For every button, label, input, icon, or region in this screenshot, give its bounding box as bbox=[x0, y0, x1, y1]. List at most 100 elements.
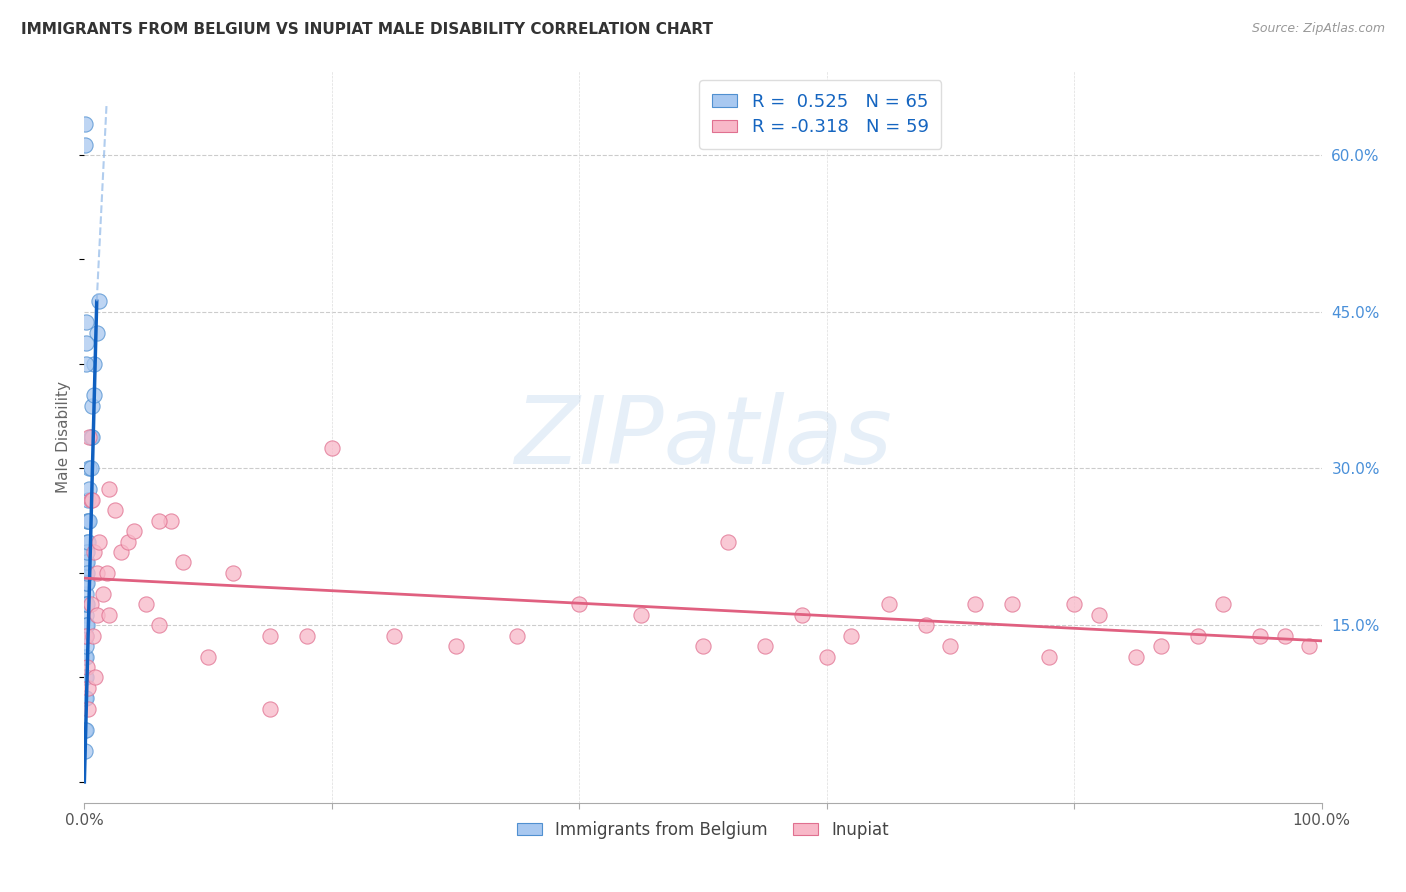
Point bbox=[1274, 629, 1296, 643]
Point bbox=[86, 326, 108, 340]
Point bbox=[77, 492, 100, 507]
Point bbox=[222, 566, 245, 580]
Point bbox=[89, 294, 111, 309]
Text: IMMIGRANTS FROM BELGIUM VS INUPIAT MALE DISABILITY CORRELATION CHART: IMMIGRANTS FROM BELGIUM VS INUPIAT MALE … bbox=[21, 22, 713, 37]
Point bbox=[86, 566, 108, 580]
Point bbox=[1187, 629, 1209, 643]
Point bbox=[73, 723, 96, 737]
Point bbox=[790, 607, 813, 622]
Point bbox=[83, 388, 105, 402]
Point bbox=[1298, 639, 1320, 653]
Point bbox=[259, 702, 281, 716]
Point bbox=[76, 545, 98, 559]
Point bbox=[160, 514, 183, 528]
Point bbox=[76, 618, 98, 632]
Point bbox=[1001, 597, 1024, 611]
Text: Source: ZipAtlas.com: Source: ZipAtlas.com bbox=[1251, 22, 1385, 36]
Point bbox=[73, 629, 96, 643]
Point bbox=[79, 461, 101, 475]
Point bbox=[692, 639, 714, 653]
Point bbox=[79, 461, 101, 475]
Point bbox=[80, 430, 103, 444]
Point bbox=[83, 357, 105, 371]
Point bbox=[76, 556, 98, 570]
Point bbox=[77, 514, 100, 528]
Point bbox=[82, 629, 104, 643]
Point bbox=[1249, 629, 1271, 643]
Point bbox=[98, 607, 121, 622]
Point bbox=[754, 639, 776, 653]
Point bbox=[1125, 649, 1147, 664]
Point bbox=[73, 117, 96, 131]
Point bbox=[79, 483, 101, 497]
Point bbox=[321, 441, 343, 455]
Point bbox=[815, 649, 838, 664]
Point bbox=[75, 691, 97, 706]
Point bbox=[117, 534, 139, 549]
Point bbox=[79, 492, 101, 507]
Point bbox=[122, 524, 145, 538]
Point bbox=[295, 629, 318, 643]
Point bbox=[77, 702, 100, 716]
Point bbox=[444, 639, 467, 653]
Point bbox=[1150, 639, 1173, 653]
Point bbox=[135, 597, 157, 611]
Point bbox=[73, 670, 96, 684]
Point bbox=[75, 607, 97, 622]
Point bbox=[75, 576, 97, 591]
Y-axis label: Male Disability: Male Disability bbox=[56, 381, 72, 493]
Point bbox=[75, 315, 97, 329]
Point bbox=[73, 649, 96, 664]
Point bbox=[80, 492, 103, 507]
Point bbox=[86, 607, 108, 622]
Point bbox=[80, 399, 103, 413]
Point bbox=[73, 597, 96, 611]
Point bbox=[630, 607, 652, 622]
Point bbox=[79, 597, 101, 611]
Point bbox=[965, 597, 987, 611]
Point bbox=[84, 670, 107, 684]
Point bbox=[98, 483, 121, 497]
Point bbox=[75, 357, 97, 371]
Point bbox=[110, 545, 132, 559]
Point bbox=[73, 691, 96, 706]
Point bbox=[76, 660, 98, 674]
Point bbox=[75, 670, 97, 684]
Legend: Immigrants from Belgium, Inupiat: Immigrants from Belgium, Inupiat bbox=[510, 814, 896, 846]
Point bbox=[75, 336, 97, 351]
Point bbox=[75, 566, 97, 580]
Point bbox=[717, 534, 740, 549]
Point bbox=[75, 556, 97, 570]
Point bbox=[91, 587, 114, 601]
Point bbox=[104, 503, 127, 517]
Point bbox=[76, 566, 98, 580]
Point bbox=[79, 430, 101, 444]
Point bbox=[914, 618, 936, 632]
Point bbox=[1212, 597, 1234, 611]
Point bbox=[148, 618, 170, 632]
Point bbox=[79, 514, 101, 528]
Point bbox=[197, 649, 219, 664]
Point bbox=[75, 649, 97, 664]
Point bbox=[76, 597, 98, 611]
Point bbox=[841, 629, 863, 643]
Point bbox=[75, 723, 97, 737]
Point bbox=[79, 430, 101, 444]
Point bbox=[382, 629, 405, 643]
Point bbox=[568, 597, 591, 611]
Point bbox=[1063, 597, 1085, 611]
Point bbox=[77, 681, 100, 695]
Point bbox=[75, 587, 97, 601]
Point bbox=[877, 597, 900, 611]
Point bbox=[506, 629, 529, 643]
Point bbox=[75, 545, 97, 559]
Point bbox=[939, 639, 962, 653]
Point bbox=[259, 629, 281, 643]
Point bbox=[76, 514, 98, 528]
Point bbox=[76, 534, 98, 549]
Point bbox=[73, 566, 96, 580]
Point bbox=[75, 639, 97, 653]
Point bbox=[172, 556, 194, 570]
Point bbox=[75, 597, 97, 611]
Point bbox=[96, 566, 118, 580]
